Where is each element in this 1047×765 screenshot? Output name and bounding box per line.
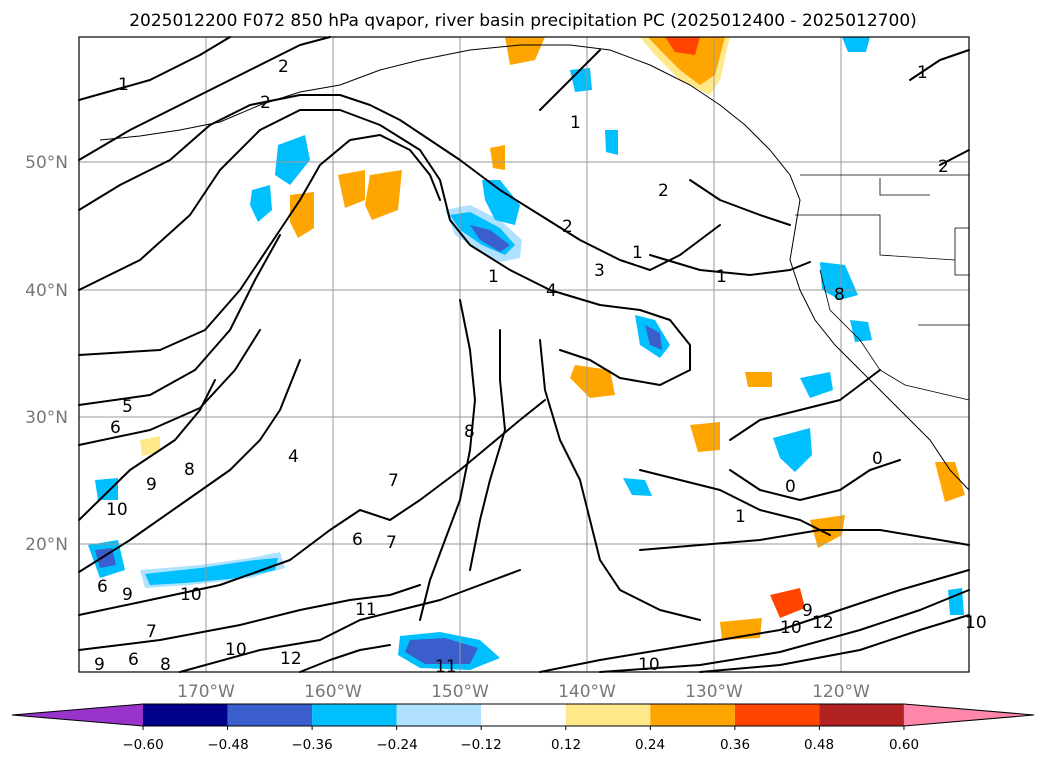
- lat-label-50n: 50°N: [25, 153, 68, 173]
- colorbar-tick-label: −0.36: [291, 737, 332, 753]
- colorbar-tick-label: 0.12: [551, 737, 581, 753]
- contour-label: 8: [464, 422, 475, 442]
- colorbar-tick-label: −0.24: [376, 737, 417, 753]
- lon-label-140w: 140°W: [558, 682, 616, 702]
- colorbar-bin: [396, 704, 482, 726]
- contour-label: 1: [917, 63, 928, 83]
- map-panel: 1 2 2 1 1 2 2 3 4 1 1 5 6 4 8 8 9 10 6 6…: [78, 36, 987, 677]
- contour-label: 1: [570, 113, 581, 133]
- contour-label: 10: [638, 655, 660, 675]
- lon-label-120w: 120°W: [812, 682, 870, 702]
- lat-label-40n: 40°N: [25, 281, 68, 301]
- colorbar-bin: [734, 704, 820, 726]
- contour-label: 6: [110, 418, 121, 438]
- contour-label: 1: [632, 243, 643, 263]
- contour-label: 6: [97, 577, 108, 597]
- colorbar-tick-label: −0.12: [460, 737, 501, 753]
- contour-label: 11: [435, 657, 457, 677]
- contour-label: 12: [812, 613, 834, 633]
- contour-label: 5: [122, 397, 133, 417]
- contour-label: 4: [288, 447, 299, 467]
- contour-label: 9: [94, 655, 105, 675]
- colorbar-tick-label: −0.60: [122, 737, 163, 753]
- contour-label: 2: [658, 181, 669, 201]
- contour-label: 0: [785, 477, 796, 497]
- colorbar-bin: [819, 704, 904, 726]
- colorbar-tick-label: 0.48: [804, 737, 834, 753]
- contour-label: 2: [938, 157, 949, 177]
- lon-label-160w: 160°W: [304, 682, 362, 702]
- contour-label: 8: [184, 460, 195, 480]
- contour-label: 8: [834, 285, 845, 305]
- colorbar-tick-label: 0.24: [635, 737, 665, 753]
- lon-label-130w: 130°W: [685, 682, 743, 702]
- qvapor-contours: [78, 36, 970, 673]
- contour-label: 10: [965, 613, 987, 633]
- lat-label-30n: 30°N: [25, 408, 68, 428]
- contour-label: 1: [735, 507, 746, 527]
- contour-label: 9: [802, 601, 813, 621]
- contour-label: 10: [106, 500, 128, 520]
- lon-label-150w: 150°W: [431, 682, 489, 702]
- colorbar-tick-label: 0.36: [720, 737, 750, 753]
- contour-label: 10: [225, 640, 247, 660]
- contour-label: 1: [118, 75, 129, 95]
- contour-label: 10: [180, 585, 202, 605]
- contour-label: 0: [872, 449, 883, 469]
- contour-label: 12: [280, 649, 302, 669]
- graticule: [79, 37, 969, 672]
- map-frame: [78, 36, 970, 673]
- figure-title: 2025012200 F072 850 hPa qvapor, river ba…: [129, 11, 917, 31]
- colorbar-bin: [481, 704, 566, 726]
- colorbar-tick-label: −0.48: [207, 737, 248, 753]
- colorbar-bin: [143, 704, 228, 726]
- latitude-labels: 50°N 40°N 30°N 20°N: [25, 153, 68, 555]
- contour-labels: 1 2 2 1 1 2 2 3 4 1 1 5 6 4 8 8 9 10 6 6…: [94, 57, 987, 677]
- contour-label: 9: [122, 585, 133, 605]
- contour-label: 11: [355, 600, 377, 620]
- contour-label: 10: [780, 618, 802, 638]
- contour-label: 7: [146, 622, 157, 642]
- colorbar-extend-low: [12, 704, 143, 726]
- contour-label: 6: [352, 530, 363, 550]
- lon-label-170w: 170°W: [177, 682, 235, 702]
- contour-label: 8: [160, 655, 171, 675]
- contour-label: 1: [716, 267, 727, 287]
- longitude-labels: 170°W 160°W 150°W 140°W 130°W 120°W: [177, 682, 870, 702]
- contour-label: 6: [128, 650, 139, 670]
- contour-label: 7: [386, 533, 397, 553]
- contour-label: 2: [562, 217, 573, 237]
- contour-label: 2: [260, 93, 271, 113]
- contour-label: 4: [546, 281, 557, 301]
- colorbar-bin: [565, 704, 651, 726]
- contour-label: 2: [278, 57, 289, 77]
- colorbar-extend-high: [903, 704, 1034, 726]
- colorbar: [11, 703, 1035, 730]
- colorbar-bin: [312, 704, 397, 726]
- lat-label-20n: 20°N: [25, 535, 68, 555]
- coastlines: [99, 44, 970, 491]
- colorbar-tick-label: 0.60: [889, 737, 919, 753]
- colorbar-tick-labels: −0.60 −0.48 −0.36 −0.24 −0.12 0.12 0.24 …: [122, 737, 919, 753]
- contour-label: 9: [146, 475, 157, 495]
- contour-label: 3: [594, 261, 605, 281]
- colorbar-bin: [650, 704, 735, 726]
- contour-label: 1: [488, 267, 499, 287]
- colorbar-bin: [227, 704, 313, 726]
- contour-label: 7: [388, 471, 399, 491]
